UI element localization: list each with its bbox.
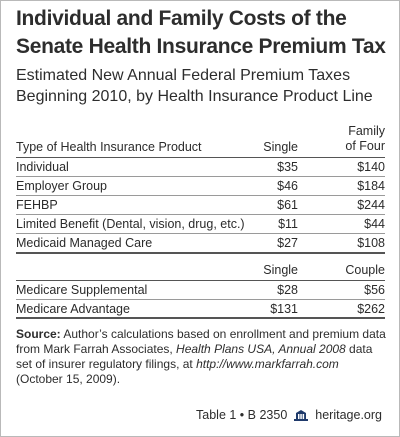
table-row: Medicare Supplemental $28 $56 xyxy=(16,281,385,300)
row-product: Individual xyxy=(16,160,69,174)
source-label: Source: xyxy=(16,327,61,341)
row-single: $61 xyxy=(277,198,298,212)
table-bottom-rule xyxy=(16,317,385,319)
header-product: Type of Health Insurance Product xyxy=(16,140,202,154)
table-row: Employer Group $46 $184 xyxy=(16,177,385,196)
header-single-2: Single xyxy=(263,263,298,277)
table-row: Limited Benefit (Dental, vision, drug, e… xyxy=(16,215,385,234)
row-family: $244 xyxy=(357,198,385,212)
source-text-2: data set of insurer regulatory filings, … xyxy=(16,342,373,371)
title-line-2: Senate Health Insurance Premium Tax xyxy=(16,35,386,58)
header-couple: Couple xyxy=(345,263,385,277)
row-single: $131 xyxy=(270,302,298,316)
title-line-1: Individual and Family Costs of the xyxy=(16,7,347,30)
header-family-line-2: of Four xyxy=(345,139,385,153)
table-reference: Table 1 • B 2350 xyxy=(196,408,288,422)
table-row: Individual $35 $140 xyxy=(16,158,385,177)
source-text-3: (October 15, 2009). xyxy=(16,372,121,386)
row-single: $35 xyxy=(277,160,298,174)
row-product: Medicare Advantage xyxy=(16,302,130,316)
source-note: Source: Author’s calculations based on e… xyxy=(16,327,388,387)
row-family: $108 xyxy=(357,236,385,250)
section-divider xyxy=(16,252,385,254)
subtitle-line-2: Beginning 2010, by Health Insurance Prod… xyxy=(16,88,373,105)
row-family: $44 xyxy=(364,217,385,231)
row-product: Employer Group xyxy=(16,179,108,193)
table-header: Type of Health Insurance Product Single … xyxy=(16,119,385,158)
row-product: Limited Benefit (Dental, vision, drug, e… xyxy=(16,217,245,231)
premium-tax-table: Type of Health Insurance Product Single … xyxy=(16,119,385,318)
source-text-1: Author’s calculations based on enrollmen… xyxy=(16,327,386,356)
subtitle: Estimated New Annual Federal Premium Tax… xyxy=(16,65,396,107)
footer: Table 1 • B 2350 heritage.org xyxy=(196,408,382,422)
page-title: Individual and Family Costs of the Senat… xyxy=(16,5,396,61)
row-family: $140 xyxy=(357,160,385,174)
header-family-line-1: Family xyxy=(348,124,385,138)
row-couple: $262 xyxy=(357,302,385,316)
row-single: $11 xyxy=(278,217,298,231)
row-family: $184 xyxy=(357,179,385,193)
heritage-bell-icon xyxy=(294,409,309,421)
header-single: Single xyxy=(263,140,298,154)
row-product: Medicare Supplemental xyxy=(16,283,148,297)
subtitle-line-1: Estimated New Annual Federal Premium Tax… xyxy=(16,67,351,84)
site-name: heritage.org xyxy=(315,408,382,422)
table-row: Medicaid Managed Care $27 $108 xyxy=(16,234,385,252)
row-single: $27 xyxy=(277,236,298,250)
row-couple: $56 xyxy=(364,283,385,297)
header-family: Family of Four xyxy=(345,124,385,154)
row-product: FEHBP xyxy=(16,198,58,212)
source-url: http://www.markfarrah.com xyxy=(196,357,339,371)
medicare-header: Single Couple xyxy=(16,254,385,281)
table-row: FEHBP $61 $244 xyxy=(16,196,385,215)
row-single: $28 xyxy=(277,283,298,297)
row-single: $46 xyxy=(277,179,298,193)
table-row: Medicare Advantage $131 $262 xyxy=(16,300,385,318)
source-publication: Health Plans USA, Annual 2008 xyxy=(176,342,346,356)
row-product: Medicaid Managed Care xyxy=(16,236,153,250)
